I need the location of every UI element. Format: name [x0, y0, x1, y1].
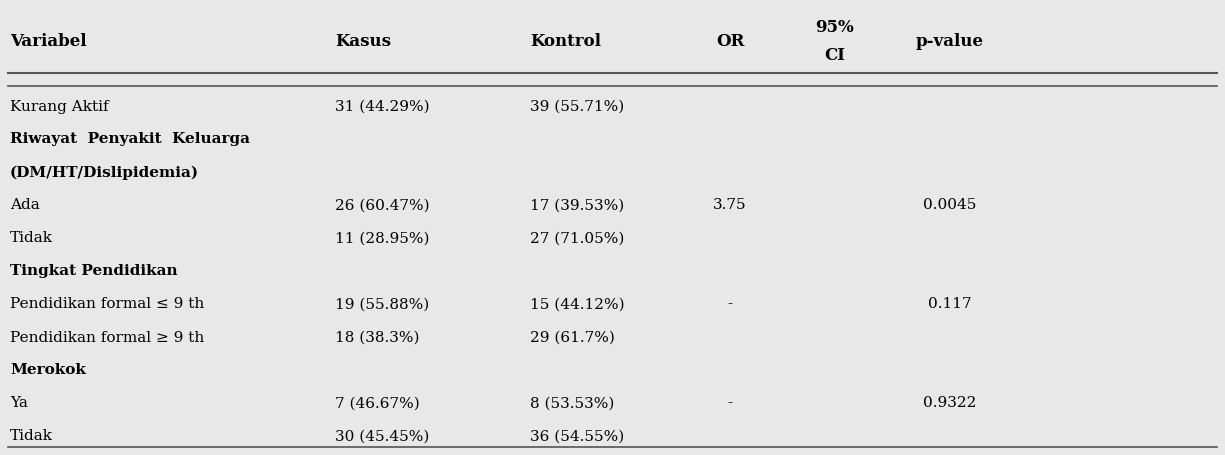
Text: p-value: p-value [916, 33, 984, 50]
Text: Kasus: Kasus [334, 33, 391, 50]
Text: 39 (55.71%): 39 (55.71%) [530, 99, 625, 113]
Text: Tidak: Tidak [10, 231, 53, 245]
Text: 17 (39.53%): 17 (39.53%) [530, 198, 625, 212]
Text: Pendidikan formal ≤ 9 th: Pendidikan formal ≤ 9 th [10, 297, 205, 311]
Text: Riwayat  Penyakit  Keluarga: Riwayat Penyakit Keluarga [10, 132, 250, 146]
Text: OR: OR [715, 33, 745, 50]
Text: 30 (45.45%): 30 (45.45%) [334, 429, 430, 443]
Text: 0.0045: 0.0045 [924, 198, 976, 212]
Text: Ya: Ya [10, 396, 28, 410]
Text: CI: CI [824, 46, 845, 63]
Text: 7 (46.67%): 7 (46.67%) [334, 396, 420, 410]
Text: 11 (28.95%): 11 (28.95%) [334, 231, 430, 245]
Text: 29 (61.7%): 29 (61.7%) [530, 330, 615, 344]
Text: 15 (44.12%): 15 (44.12%) [530, 297, 625, 311]
Text: 3.75: 3.75 [713, 198, 747, 212]
Text: 95%: 95% [816, 20, 854, 36]
Text: (DM/HT/Dislipidemia): (DM/HT/Dislipidemia) [10, 165, 200, 179]
Text: Kurang Aktif: Kurang Aktif [10, 99, 109, 113]
Text: 0.9322: 0.9322 [924, 396, 976, 410]
Text: -: - [728, 297, 733, 311]
Text: Pendidikan formal ≥ 9 th: Pendidikan formal ≥ 9 th [10, 330, 205, 344]
Text: 8 (53.53%): 8 (53.53%) [530, 396, 615, 410]
Text: 18 (38.3%): 18 (38.3%) [334, 330, 419, 344]
Text: Variabel: Variabel [10, 33, 87, 50]
Text: 19 (55.88%): 19 (55.88%) [334, 297, 429, 311]
Text: 27 (71.05%): 27 (71.05%) [530, 231, 625, 245]
Text: Ada: Ada [10, 198, 39, 212]
Text: -: - [728, 396, 733, 410]
Text: 0.117: 0.117 [929, 297, 971, 311]
Text: 31 (44.29%): 31 (44.29%) [334, 99, 430, 113]
Text: 26 (60.47%): 26 (60.47%) [334, 198, 430, 212]
Text: Tingkat Pendidikan: Tingkat Pendidikan [10, 264, 178, 278]
Text: Tidak: Tidak [10, 429, 53, 443]
Text: Kontrol: Kontrol [530, 33, 601, 50]
Text: 36 (54.55%): 36 (54.55%) [530, 429, 625, 443]
Text: Merokok: Merokok [10, 363, 86, 377]
